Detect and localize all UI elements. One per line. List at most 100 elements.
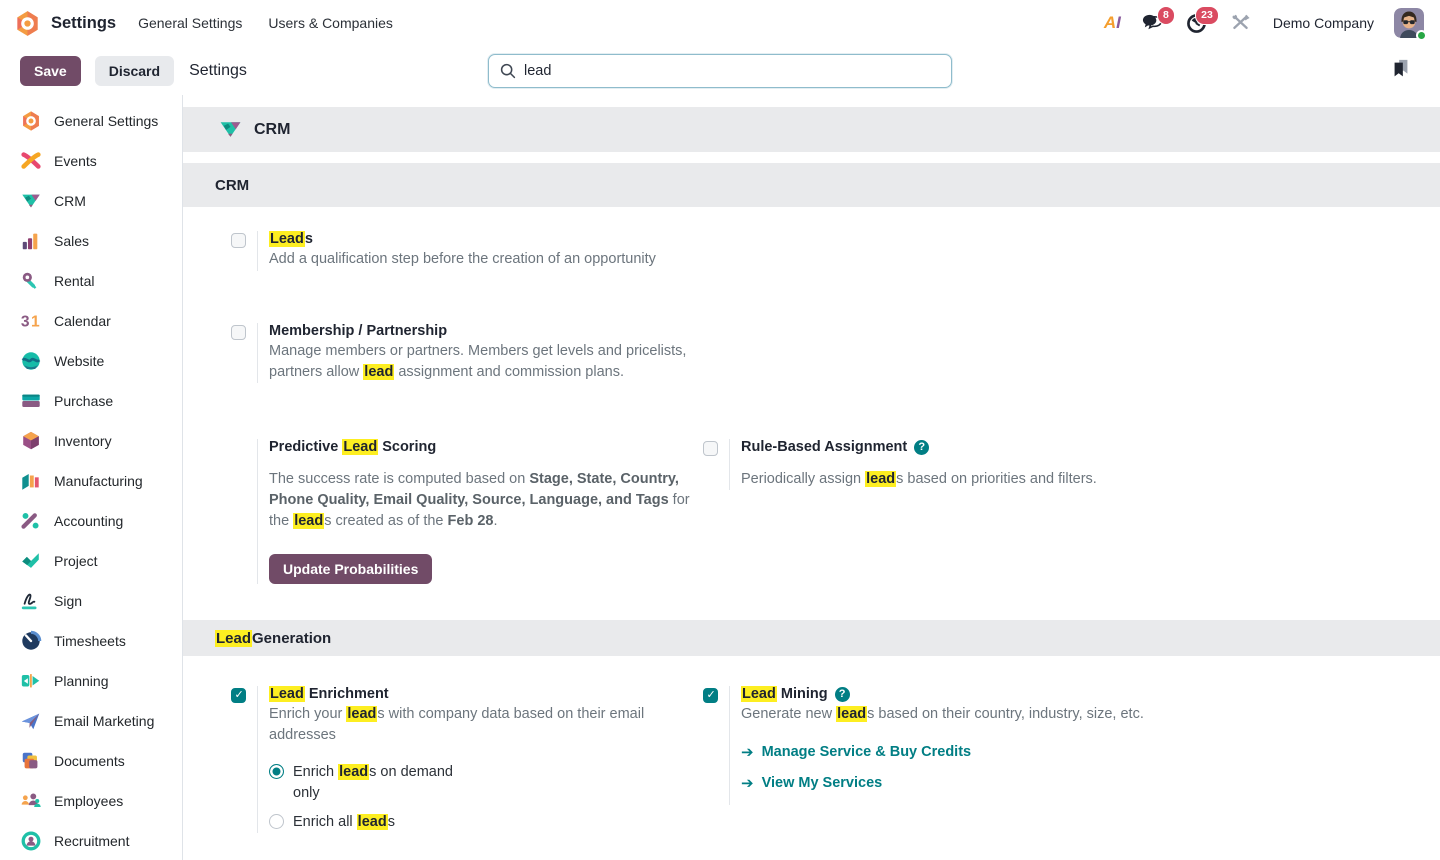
- sidebar-item-manufacturing[interactable]: Manufacturing: [0, 461, 182, 501]
- leads-title[interactable]: Leads: [269, 231, 313, 247]
- settings-search-box[interactable]: [488, 54, 952, 88]
- email-marketing-icon: [20, 710, 42, 732]
- membership-title[interactable]: Membership / Partnership: [269, 323, 448, 339]
- save-button[interactable]: Save: [20, 55, 81, 86]
- documents-icon: [20, 750, 42, 772]
- sidebar-item-documents[interactable]: Documents: [0, 741, 182, 781]
- sidebar-item-timesheets[interactable]: Timesheets: [0, 621, 182, 661]
- messages-badge: 8: [1157, 6, 1175, 25]
- sidebar-item-crm[interactable]: CRM: [0, 181, 182, 221]
- crm-app-title: CRM: [254, 120, 291, 138]
- sidebar-item-label: Website: [54, 353, 105, 369]
- manage-service-link[interactable]: ➔ Manage Service & Buy Credits: [741, 744, 972, 761]
- sidebar-item-project[interactable]: Project: [0, 541, 182, 581]
- lead-mining-title[interactable]: Lead Mining: [741, 686, 828, 702]
- online-status-dot: [1416, 30, 1427, 41]
- company-switcher[interactable]: Demo Company: [1272, 15, 1374, 31]
- sidebar-item-planning[interactable]: Planning: [0, 661, 182, 701]
- lead-enrichment-checkbox[interactable]: [231, 688, 246, 703]
- sidebar-item-label: Accounting: [54, 513, 124, 529]
- rule-based-description: Periodically assign leads based on prior…: [741, 471, 1097, 487]
- crm-settings-content: Leads Add a qualification step before th…: [183, 207, 1440, 584]
- radio-enrich-on-demand[interactable]: Enrich leads on demand only: [269, 762, 703, 804]
- sidebar-item-inventory[interactable]: Inventory: [0, 421, 182, 461]
- manufacturing-icon: [20, 470, 42, 492]
- sidebar-item-rental[interactable]: Rental: [0, 261, 182, 301]
- setting-membership: Membership / Partnership Manage members …: [231, 323, 703, 383]
- sales-icon: [20, 230, 42, 252]
- sidebar-item-label: Recruitment: [54, 833, 130, 849]
- setting-lead-mining: Lead Mining ? Generate new leads based o…: [703, 686, 1175, 833]
- help-icon[interactable]: ?: [914, 439, 930, 455]
- sidebar-item-label: Email Marketing: [54, 713, 155, 729]
- sidebar-item-label: Inventory: [54, 433, 112, 449]
- sidebar-item-sales[interactable]: Sales: [0, 221, 182, 261]
- membership-checkbox[interactable]: [231, 325, 246, 340]
- top-navbar: Settings General Settings Users & Compan…: [0, 0, 1440, 46]
- sidebar-item-purchase[interactable]: Purchase: [0, 381, 182, 421]
- user-avatar[interactable]: [1394, 8, 1427, 41]
- view-my-services-link[interactable]: ➔ View My Services: [741, 775, 883, 792]
- arrow-right-icon: ➔: [741, 744, 754, 761]
- sidebar-item-label: Project: [54, 553, 98, 569]
- rental-icon: [20, 270, 42, 292]
- messages-icon[interactable]: 8: [1141, 6, 1175, 35]
- inventory-icon: [20, 430, 42, 452]
- recruitment-icon: [20, 830, 42, 852]
- sidebar-item-employees[interactable]: Employees: [0, 781, 182, 821]
- sidebar-item-email-marketing[interactable]: Email Marketing: [0, 701, 182, 741]
- ai-icon[interactable]: AI: [1103, 13, 1121, 32]
- sidebar-item-events[interactable]: Events: [0, 141, 182, 181]
- general-settings-icon: [20, 110, 42, 132]
- sidebar-item-label: CRM: [54, 193, 86, 209]
- crm-app-icon: [218, 117, 243, 142]
- activities-icon[interactable]: 23: [1185, 6, 1219, 35]
- update-probabilities-button[interactable]: Update Probabilities: [269, 554, 433, 584]
- svg-text:1: 1: [31, 314, 40, 331]
- sidebar-item-recruitment[interactable]: Recruitment: [0, 821, 182, 860]
- sidebar-item-label: Planning: [54, 673, 109, 689]
- sidebar-item-website[interactable]: Website: [0, 341, 182, 381]
- sign-icon: [20, 590, 42, 612]
- menu-users-companies[interactable]: Users & Companies: [268, 15, 393, 31]
- search-icon: [500, 63, 516, 79]
- lead-mining-checkbox[interactable]: [703, 688, 718, 703]
- search-input[interactable]: [524, 63, 941, 79]
- rule-based-checkbox[interactable]: [703, 441, 718, 456]
- sidebar-item-sign[interactable]: Sign: [0, 581, 182, 621]
- sidebar-item-calendar[interactable]: 3 1 Calendar: [0, 301, 182, 341]
- arrow-right-icon: ➔: [741, 775, 754, 792]
- employees-icon: [20, 790, 42, 812]
- radio-off-icon[interactable]: [269, 814, 284, 829]
- lead-enrichment-description: Enrich your leads with company data base…: [269, 706, 645, 743]
- lead-enrichment-title[interactable]: Lead Enrichment: [269, 686, 389, 702]
- svg-text:3: 3: [21, 314, 30, 331]
- app-name[interactable]: Settings: [51, 13, 117, 32]
- radio-enrich-all[interactable]: Enrich all leads: [269, 812, 703, 833]
- radio-on-icon[interactable]: [269, 764, 284, 779]
- purchase-icon: [20, 390, 42, 412]
- sidebar-item-accounting[interactable]: Accounting: [0, 501, 182, 541]
- discard-button[interactable]: Discard: [94, 55, 175, 86]
- settings-main: CRM CRM Leads Add a qualification step b…: [183, 95, 1440, 860]
- sidebar-item-label: Sales: [54, 233, 90, 249]
- sidebar-item-label: Documents: [54, 753, 125, 769]
- activities-badge: 23: [1195, 6, 1219, 25]
- rule-based-title[interactable]: Rule-Based Assignment: [741, 439, 908, 455]
- timesheets-icon: [20, 630, 42, 652]
- website-icon: [20, 350, 42, 372]
- menu-general-settings[interactable]: General Settings: [138, 15, 243, 31]
- leads-checkbox[interactable]: [231, 233, 246, 248]
- apps-home-menu[interactable]: Settings: [14, 10, 116, 37]
- events-icon: [20, 150, 42, 172]
- settings-app-icon: [14, 10, 41, 37]
- sidebar-item-general-settings[interactable]: General Settings: [0, 101, 182, 141]
- setting-lead-enrichment: Lead Enrichment Enrich your leads with c…: [231, 686, 703, 833]
- bookmark-icon[interactable]: [1390, 58, 1412, 83]
- section-lead-generation: Lead Generation: [183, 620, 1440, 656]
- leadgen-settings-content: Lead Enrichment Enrich your leads with c…: [183, 656, 1440, 833]
- predictive-description: The success rate is computed based on St…: [269, 471, 690, 529]
- help-icon[interactable]: ?: [834, 686, 850, 702]
- planning-icon: [20, 670, 42, 692]
- tools-icon[interactable]: [1229, 11, 1253, 35]
